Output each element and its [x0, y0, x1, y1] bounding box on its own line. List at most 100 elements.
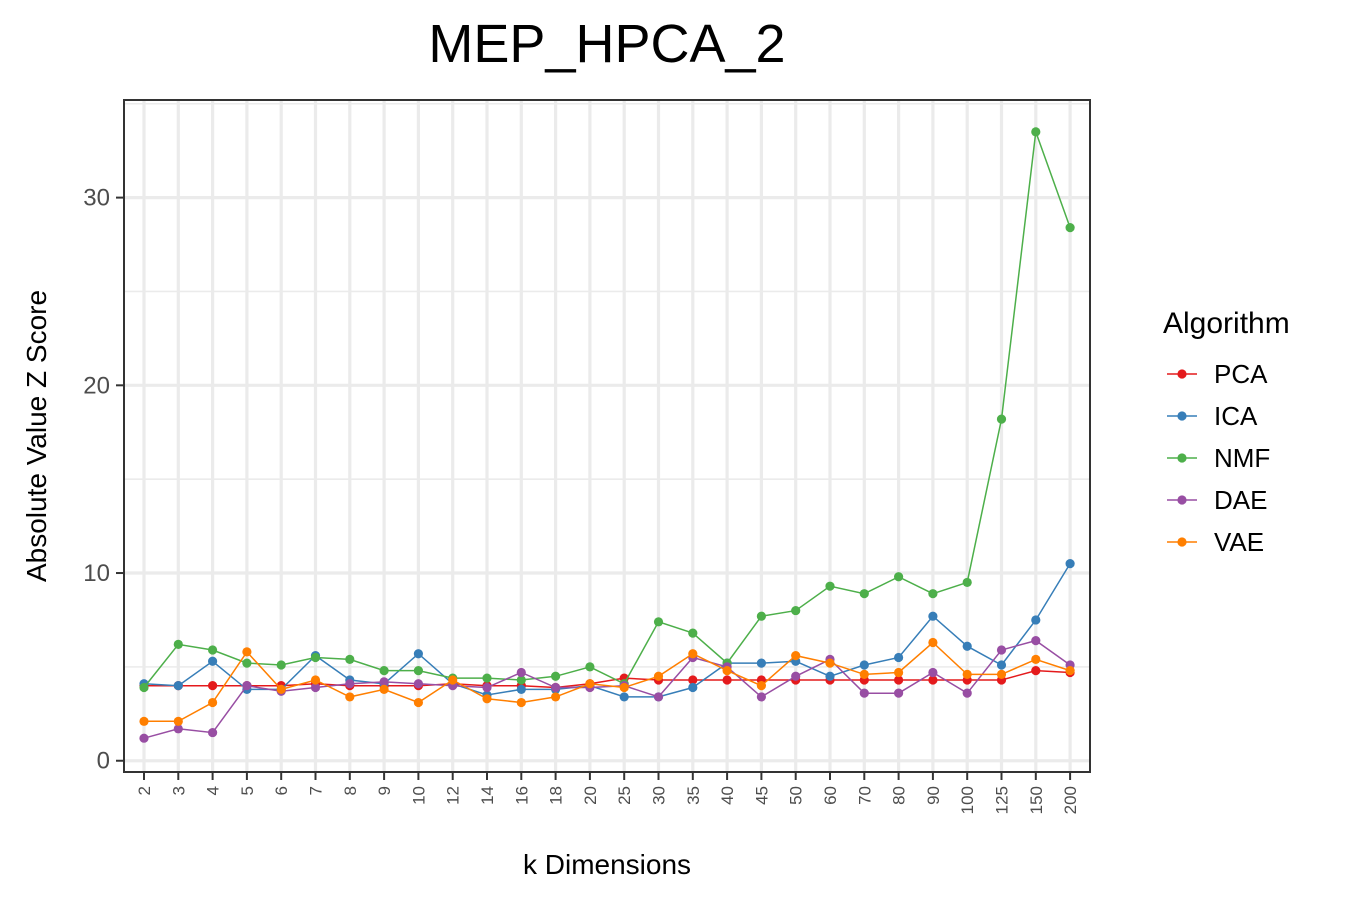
- series-line-ica: [143, 563, 1071, 698]
- data-point-vae: [653, 671, 664, 681]
- legend-marker-ica: [1177, 411, 1187, 421]
- legend-title: Algorithm: [1163, 307, 1290, 340]
- data-point-vae: [1031, 654, 1041, 664]
- data-point-dae: [413, 679, 423, 689]
- data-point-dae: [756, 692, 767, 702]
- data-point-nmf: [653, 617, 664, 627]
- data-point-vae: [516, 697, 526, 708]
- x-tick-label: 16: [512, 786, 531, 805]
- data-point-dae: [379, 677, 389, 687]
- x-tick-label: 100: [958, 786, 977, 814]
- data-point-vae: [688, 649, 698, 659]
- data-point-dae: [516, 667, 526, 678]
- x-tick-label: 30: [650, 786, 669, 805]
- data-point-ica: [173, 681, 183, 691]
- legend-item-vae: VAE: [1167, 527, 1264, 557]
- legend-marker-pca: [1177, 369, 1187, 379]
- legend-label-vae: VAE: [1214, 527, 1264, 557]
- x-tick-label: 10: [409, 786, 428, 805]
- data-point-vae: [413, 697, 423, 708]
- data-point-vae: [996, 669, 1007, 679]
- data-point-nmf: [791, 605, 801, 616]
- data-point-vae: [619, 682, 629, 693]
- legend-label-dae: DAE: [1214, 485, 1267, 515]
- data-point-ica: [413, 649, 423, 659]
- x-axis-title: k Dimensions: [523, 849, 691, 880]
- y-tick-label: 0: [97, 748, 110, 775]
- chart-title: MEP_HPCA_2: [428, 14, 785, 74]
- data-point-nmf: [413, 666, 423, 676]
- data-point-nmf: [551, 671, 561, 681]
- data-point-vae: [585, 679, 595, 689]
- x-tick-label: 9: [375, 786, 394, 795]
- data-point-nmf: [173, 639, 183, 649]
- data-point-vae: [894, 667, 904, 678]
- data-point-ica: [208, 656, 218, 666]
- data-point-nmf: [1031, 127, 1041, 137]
- data-point-dae: [791, 671, 801, 681]
- data-point-vae: [756, 681, 767, 691]
- data-point-pca: [688, 675, 698, 685]
- data-point-dae: [139, 733, 149, 743]
- data-point-pca: [894, 675, 904, 685]
- data-point-ica: [894, 652, 904, 663]
- data-point-ica: [962, 641, 972, 651]
- data-point-vae: [928, 637, 938, 648]
- x-tick-label: 7: [307, 786, 326, 795]
- data-point-dae: [894, 688, 904, 698]
- data-point-pca: [1031, 666, 1041, 676]
- y-axis: 0 10 20 30: [83, 185, 124, 775]
- x-tick-label: 35: [684, 786, 703, 805]
- x-tick-label: 90: [924, 786, 943, 805]
- x-tick-label: 70: [855, 786, 874, 805]
- plot-panel: [124, 100, 1090, 772]
- data-point-vae: [962, 669, 972, 679]
- series-lines: [139, 127, 1075, 743]
- x-tick-label: 3: [169, 786, 188, 795]
- data-point-dae: [996, 645, 1007, 655]
- data-point-nmf: [345, 654, 355, 664]
- data-point-dae: [653, 692, 664, 702]
- data-point-nmf: [482, 673, 492, 683]
- y-tick-label: 10: [83, 560, 110, 587]
- data-point-pca: [208, 681, 218, 691]
- data-point-nmf: [310, 652, 321, 663]
- y-tick-label: 20: [83, 372, 110, 399]
- data-point-vae: [825, 658, 835, 668]
- data-point-dae: [242, 681, 252, 691]
- data-point-nmf: [894, 572, 904, 582]
- x-tick-label: 200: [1061, 786, 1080, 814]
- data-point-dae: [1031, 636, 1041, 646]
- x-tick-label: 12: [444, 786, 463, 805]
- x-axis: 2 3 4 5 6 7 8 9 10 12 14 16 18 20 25 30 35 40 45 50 60 70 80 90…: [135, 772, 1080, 814]
- plot-frame: [123, 99, 1091, 773]
- x-tick-label: 40: [718, 786, 737, 805]
- data-point-nmf: [208, 645, 218, 655]
- data-point-ica: [996, 660, 1007, 670]
- data-point-pca: [928, 675, 938, 685]
- legend-item-dae: DAE: [1167, 485, 1267, 515]
- y-axis-title: Absolute Value Z Score: [21, 290, 52, 582]
- x-tick-label: 2: [135, 786, 154, 795]
- legend-label-nmf: NMF: [1214, 443, 1270, 473]
- data-point-vae: [242, 647, 252, 657]
- plot-background: [124, 100, 1090, 772]
- data-point-nmf: [996, 414, 1007, 424]
- plot-border: [123, 99, 1091, 773]
- data-point-ica: [1065, 559, 1075, 569]
- legend-marker-nmf: [1177, 453, 1187, 463]
- data-point-dae: [345, 679, 355, 689]
- x-tick-label: 8: [341, 786, 360, 795]
- data-point-nmf: [516, 675, 526, 685]
- data-point-dae: [208, 727, 218, 738]
- x-tick-label: 20: [581, 786, 600, 805]
- legend-items: PCA ICA NMF DAE VAE: [1167, 359, 1270, 557]
- data-point-dae: [551, 682, 561, 693]
- data-point-nmf: [242, 658, 252, 668]
- data-point-vae: [1065, 666, 1075, 676]
- data-point-nmf: [139, 682, 149, 693]
- data-point-nmf: [756, 611, 767, 621]
- data-point-vae: [859, 669, 869, 679]
- data-point-ica: [688, 682, 698, 693]
- data-point-nmf: [859, 589, 869, 599]
